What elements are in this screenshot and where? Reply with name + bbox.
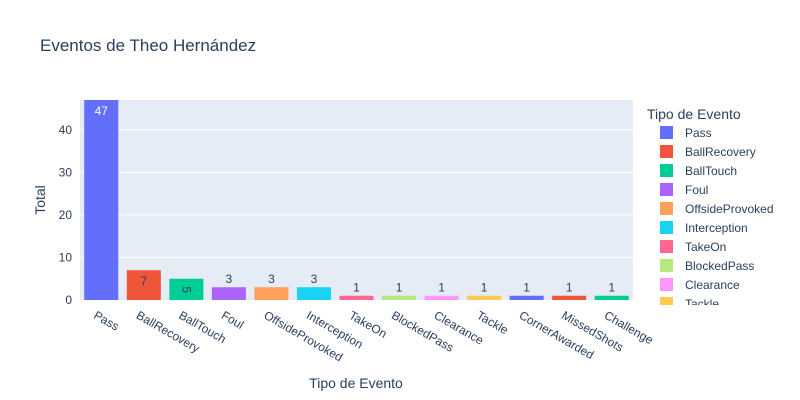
legend-item-takeon[interactable]: TakeOn (660, 240, 726, 254)
y-tick-label: 20 (59, 208, 73, 222)
bar-ballrecovery[interactable] (126, 270, 161, 300)
bar-value-label: 5 (179, 286, 193, 293)
y-axis-ticks: 0 10 20 30 40 (59, 123, 73, 307)
x-tick-label: CornerAwarded (517, 308, 597, 362)
legend-item-interception[interactable]: Interception (660, 221, 748, 235)
bar-value-label: 3 (311, 272, 318, 286)
legend-label: Tackle (685, 297, 719, 311)
legend-label: Foul (685, 183, 708, 197)
bar-pass[interactable] (84, 100, 119, 300)
legend-swatch (660, 164, 673, 177)
y-tick-label: 30 (59, 165, 73, 179)
legend-swatch (660, 202, 673, 215)
legend-label: Clearance (685, 278, 740, 292)
legend-swatch (660, 145, 673, 158)
bar-value-label: 1 (396, 281, 403, 295)
legend-item-offsideprovoked[interactable]: OffsideProvoked (660, 202, 774, 216)
bar-foul[interactable] (211, 287, 246, 300)
legend-swatch (660, 259, 673, 272)
x-tick-label: Foul (219, 308, 246, 332)
bar-takeon[interactable] (339, 295, 374, 300)
legend-label: Interception (685, 221, 748, 235)
legend-item-blockedpass[interactable]: BlockedPass (660, 259, 754, 273)
bar-labels: 47 7 5 3 3 3 1 1 1 1 1 1 1 (95, 104, 616, 295)
legend[interactable]: Pass BallRecovery BallTouch Foul OffsideProv… (660, 126, 774, 311)
bar-clearance[interactable] (424, 295, 459, 300)
plot-background (80, 100, 633, 300)
legend-item-clearance[interactable]: Clearance (660, 278, 740, 292)
bar-offsideprovoked[interactable] (254, 287, 289, 300)
y-tick-label: 40 (59, 123, 73, 137)
bar-value-label: 3 (226, 272, 233, 286)
legend-swatch (660, 183, 673, 196)
legend-item-ballrecovery[interactable]: BallRecovery (660, 145, 756, 159)
bar-interception[interactable] (296, 287, 331, 300)
legend-item-tackle[interactable]: Tackle (660, 297, 719, 311)
bar-missedshots[interactable] (552, 295, 587, 300)
bars (84, 100, 629, 300)
legend-item-balltouch[interactable]: BallTouch (660, 164, 737, 178)
bar-challenge[interactable] (594, 295, 629, 300)
gridlines (80, 129, 633, 258)
legend-label: TakeOn (685, 240, 726, 254)
chart-title: Eventos de Theo Hernández (40, 36, 256, 55)
bar-blockedpass[interactable] (382, 295, 417, 300)
bar-value-label: 3 (268, 272, 275, 286)
y-tick-label: 0 (65, 293, 72, 307)
bar-value-label: 7 (140, 274, 147, 288)
legend-swatch (660, 297, 673, 305)
legend-swatch (660, 126, 673, 139)
bar-value-label: 1 (566, 281, 573, 295)
legend-swatch (660, 278, 673, 291)
bar-value-label: 1 (481, 281, 488, 295)
y-axis-title: Total (32, 185, 48, 215)
bar-value-label: 1 (438, 281, 445, 295)
bar-tackle[interactable] (467, 295, 502, 300)
bar-value-label: 47 (95, 104, 109, 118)
legend-swatch (660, 221, 673, 234)
bar-cornerawarded[interactable] (509, 295, 544, 300)
legend-label: BallTouch (685, 164, 737, 178)
bar-value-label: 1 (523, 281, 530, 295)
bar-balltouch[interactable] (169, 278, 204, 300)
bar-value-label: 1 (353, 281, 360, 295)
legend-swatch (660, 240, 673, 253)
legend-item-pass[interactable]: Pass (660, 126, 712, 140)
x-tick-label: Pass (91, 308, 121, 333)
legend-title: Tipo de Evento (647, 106, 741, 122)
legend-item-foul[interactable]: Foul (660, 183, 708, 197)
legend-label: BlockedPass (685, 259, 754, 273)
y-tick-label: 10 (59, 250, 73, 264)
legend-label: BallRecovery (685, 145, 756, 159)
x-axis-title: Tipo de Evento (309, 375, 403, 391)
bar-value-label: 1 (608, 281, 615, 295)
legend-label: OffsideProvoked (685, 202, 774, 216)
legend-label: Pass (685, 126, 712, 140)
